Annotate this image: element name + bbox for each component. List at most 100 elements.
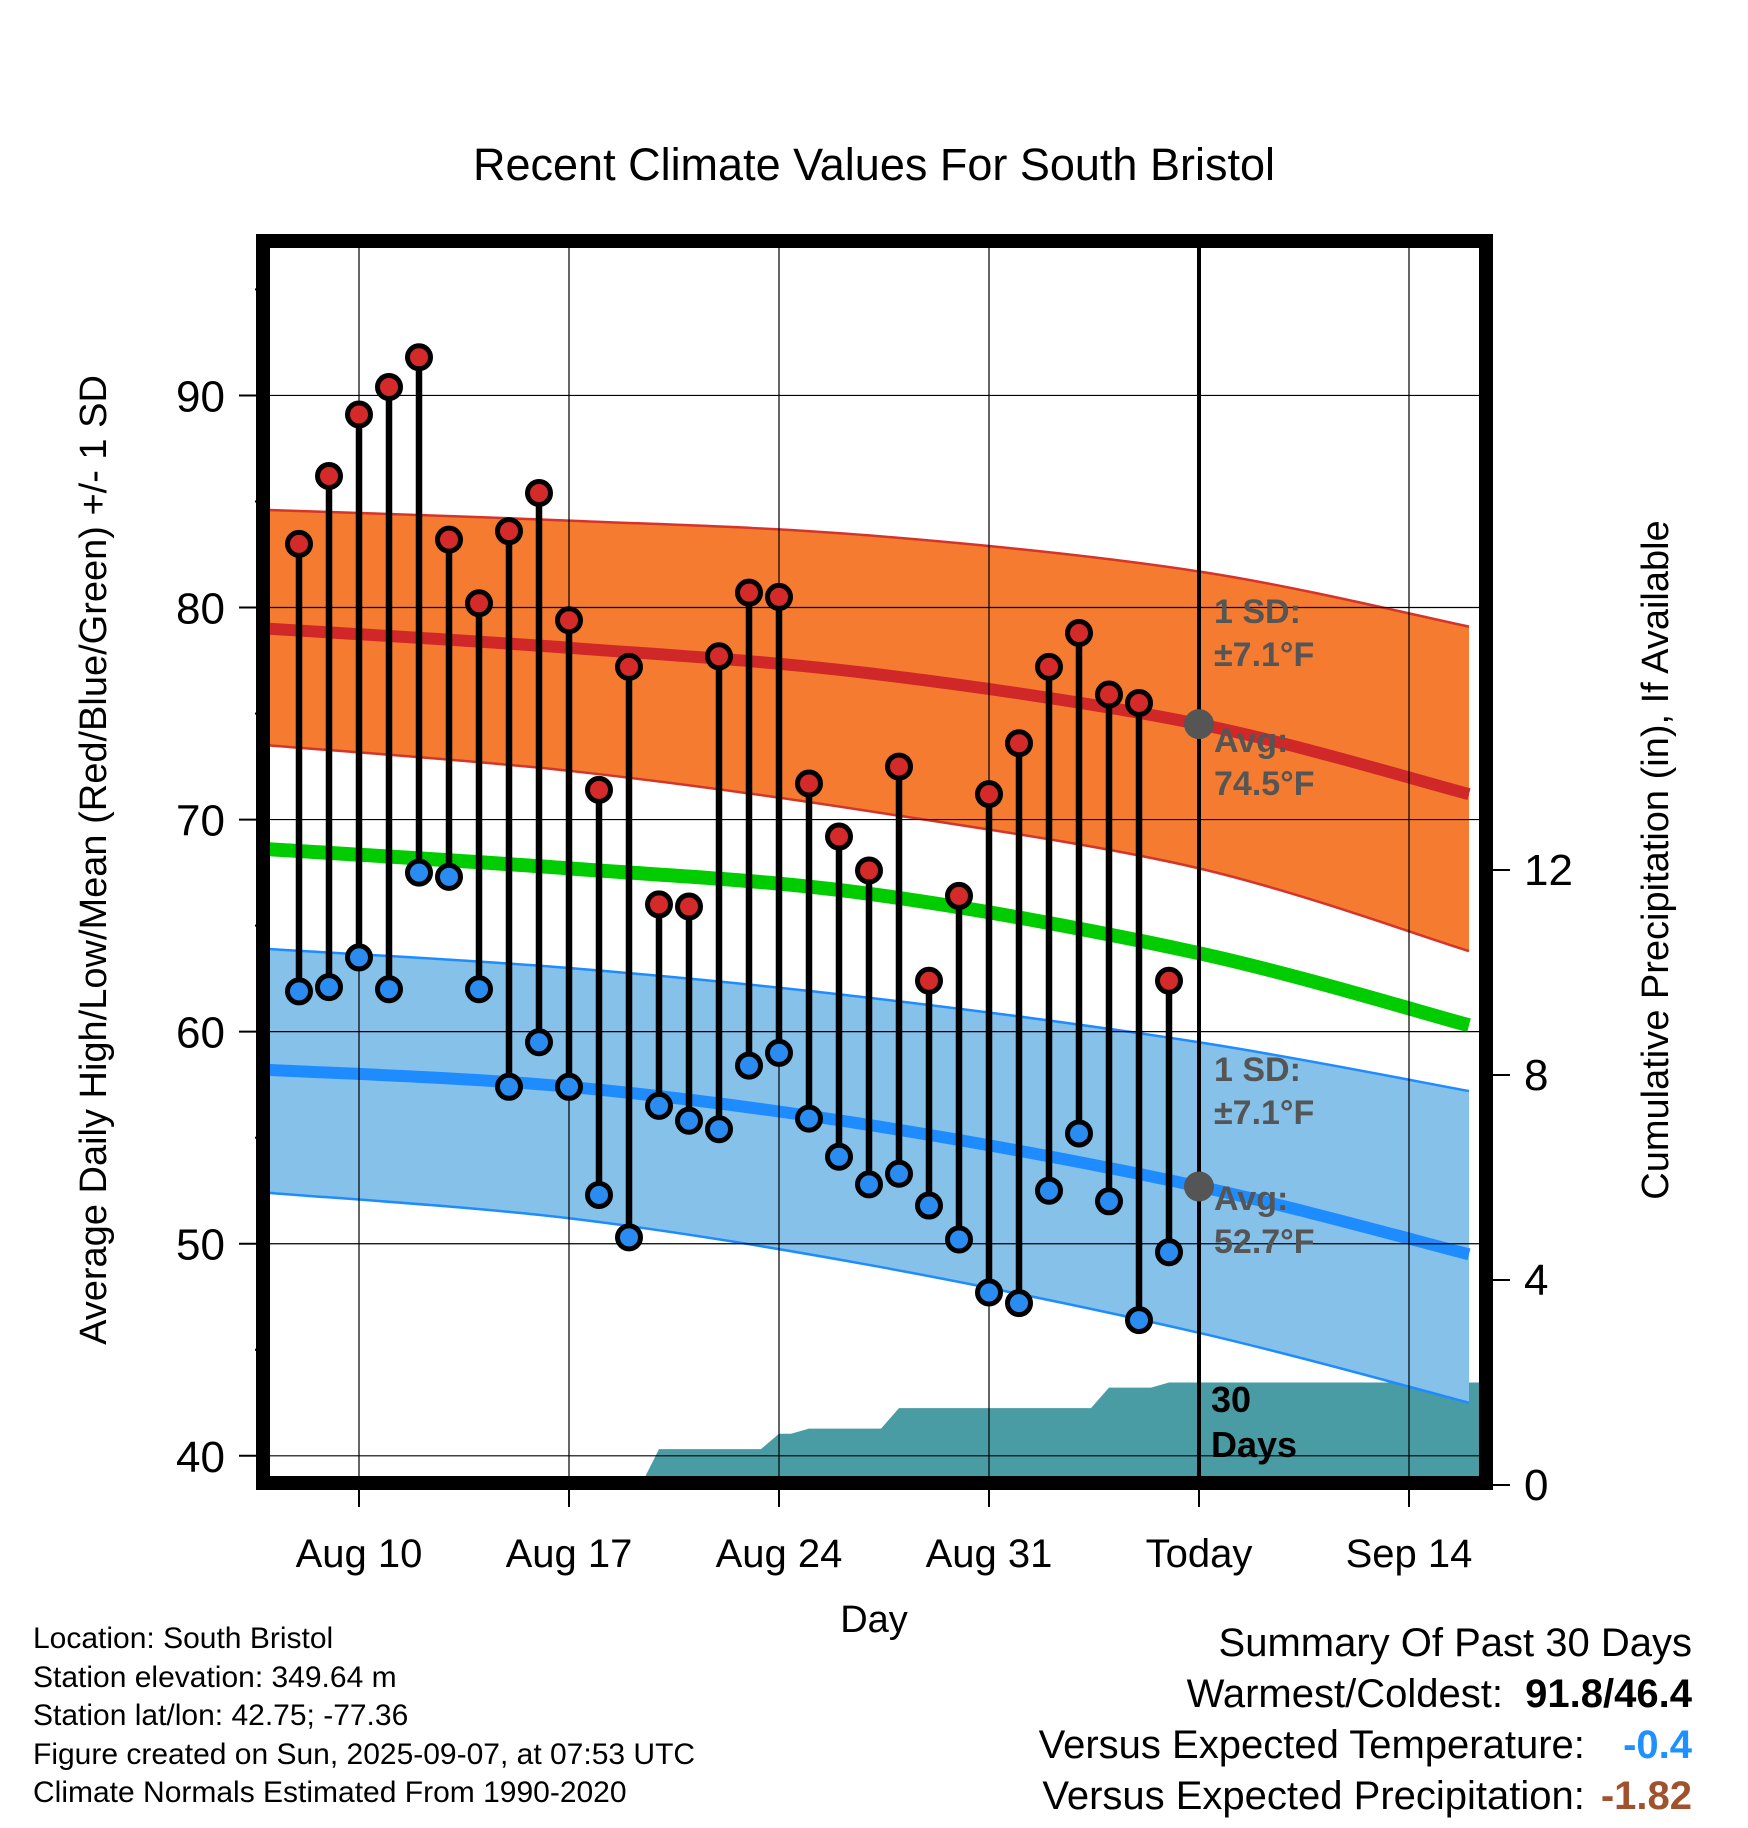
observed-low-point (855, 1170, 883, 1199)
y-tick-label: 90 (176, 372, 225, 421)
x-tick-label: Aug 17 (506, 1532, 633, 1576)
observed-low-point (405, 858, 433, 887)
precip-label-number: 30 (1211, 1379, 1251, 1420)
observed-high-point (1125, 688, 1153, 717)
x-tick-label: Aug 31 (926, 1532, 1053, 1576)
observed-low-point (315, 973, 343, 1002)
observed-low-point (495, 1072, 523, 1101)
today-low-avg-marker (1184, 1171, 1214, 1202)
observed-low-point (615, 1223, 643, 1252)
y-tick-label: 50 (176, 1221, 225, 1270)
observed-high-point (555, 606, 583, 635)
observed-high-point (525, 479, 553, 507)
summary-temp-value: -0.4 (1623, 1723, 1692, 1767)
y-tick-label: 40 (176, 1433, 225, 1482)
observed-low-point (555, 1072, 583, 1101)
info-latlon: Station lat/lon: 42.75; -77.36 (33, 1699, 409, 1732)
low-avg-label: Avg: (1214, 1180, 1288, 1218)
observed-high-point (375, 372, 403, 401)
high-sd-value: ±7.1°F (1214, 636, 1314, 674)
observed-high-point (405, 343, 433, 372)
observed-high-point (855, 856, 883, 885)
summary-warm-cold-label: Warmest/Coldest: (1186, 1672, 1503, 1716)
observed-low-point (1035, 1176, 1063, 1205)
observed-low-point (585, 1180, 613, 1209)
summary-precip-label: Versus Expected Precipitation: (1042, 1774, 1585, 1818)
observed-high-point (645, 890, 673, 919)
summary-panel: Summary Of Past 30 Days Warmest/Coldest:… (1039, 1618, 1692, 1822)
observed-high-point (735, 578, 763, 607)
today-high-avg-marker (1184, 709, 1214, 740)
station-info: Location: South Bristol Station elevatio… (33, 1620, 695, 1813)
observed-low-point (885, 1159, 913, 1188)
low-sd-label: 1 SD: (1214, 1051, 1301, 1089)
high-sd-lower-edge (269, 744, 1470, 953)
info-location: Location: South Bristol (33, 1622, 334, 1655)
y-tick-label: 80 (176, 585, 225, 634)
x-tick-label: Today (1146, 1532, 1253, 1576)
observed-high-point (1155, 966, 1183, 995)
observed-high-point (825, 822, 853, 851)
observed-low-point (285, 977, 313, 1006)
observed-low-point (1065, 1119, 1093, 1148)
high-avg-line (269, 622, 1471, 800)
observed-high-point (315, 462, 343, 491)
x-axis-label: Day (840, 1599, 908, 1641)
y2-tick-label: 4 (1524, 1256, 1548, 1305)
observed-high-point (465, 589, 493, 618)
observed-low-point (765, 1038, 793, 1067)
info-created: Figure created on Sun, 2025-09-07, at 07… (33, 1737, 696, 1771)
y2-tick-label: 12 (1524, 846, 1573, 895)
y-tick-label: 70 (176, 797, 225, 846)
observed-low-point (1125, 1306, 1153, 1335)
summary-temp-row: Versus Expected Temperature: -0.4 (1039, 1720, 1692, 1771)
observed-low-point (1005, 1289, 1033, 1318)
x-tick-label: Aug 10 (296, 1532, 423, 1576)
y2-tick-label: 8 (1524, 1051, 1548, 1100)
summary-precip-value: -1.82 (1600, 1774, 1692, 1818)
observed-high-point (495, 517, 523, 546)
summary-title: Summary Of Past 30 Days (1218, 1621, 1692, 1665)
observed-high-point (285, 529, 313, 558)
summary-precip-row: Versus Expected Precipitation: -1.82 (1039, 1771, 1692, 1822)
high-avg-value: 74.5°F (1214, 765, 1315, 803)
observed-low-point (465, 975, 493, 1004)
observed-low-point (525, 1028, 553, 1057)
observed-low-point (825, 1142, 853, 1171)
observed-high-point (435, 525, 463, 554)
observed-high-point (1065, 618, 1093, 647)
low-sd-lower-edge (269, 1191, 1470, 1404)
observed-high-point (795, 769, 823, 798)
observed-low-point (1155, 1238, 1183, 1267)
observed-high-point (945, 881, 973, 910)
precip-label-days: Days (1211, 1424, 1297, 1465)
high-sd-label: 1 SD: (1214, 593, 1301, 631)
observed-low-point (975, 1278, 1003, 1307)
observed-high-point (765, 582, 793, 611)
low-avg-value: 52.7°F (1214, 1223, 1315, 1261)
observed-low-point (645, 1091, 673, 1120)
info-elevation: Station elevation: 349.64 m (33, 1660, 397, 1694)
observed-high-point (675, 892, 703, 921)
observed-low-point (945, 1225, 973, 1254)
high-avg-label: Avg: (1214, 722, 1288, 760)
plot-frame (256, 234, 1493, 1490)
observed-low-point (435, 862, 463, 891)
x-tick-label: Sep 14 (1346, 1532, 1473, 1576)
y-tick-label: 60 (176, 1009, 225, 1058)
observed-high-point (975, 780, 1003, 809)
y2-tick-label: 0 (1524, 1461, 1548, 1510)
observed-high-point (705, 642, 733, 671)
x-tick-label: Aug 24 (716, 1532, 843, 1576)
observed-high-point (885, 752, 913, 781)
observed-high-point (915, 966, 943, 995)
observed-low-point (375, 975, 403, 1004)
y-axis-label: Average Daily High/Low/Mean (Red/Blue/Gr… (73, 375, 115, 1345)
observed-high-point (1035, 652, 1063, 681)
low-sd-value: ±7.1°F (1214, 1094, 1314, 1132)
summary-warm-cold-value: 91.8/46.4 (1525, 1672, 1692, 1716)
chart-title: Recent Climate Values For South Bristol (473, 139, 1275, 190)
summary-temp-label: Versus Expected Temperature: (1038, 1723, 1585, 1767)
observed-low-point (675, 1106, 703, 1135)
